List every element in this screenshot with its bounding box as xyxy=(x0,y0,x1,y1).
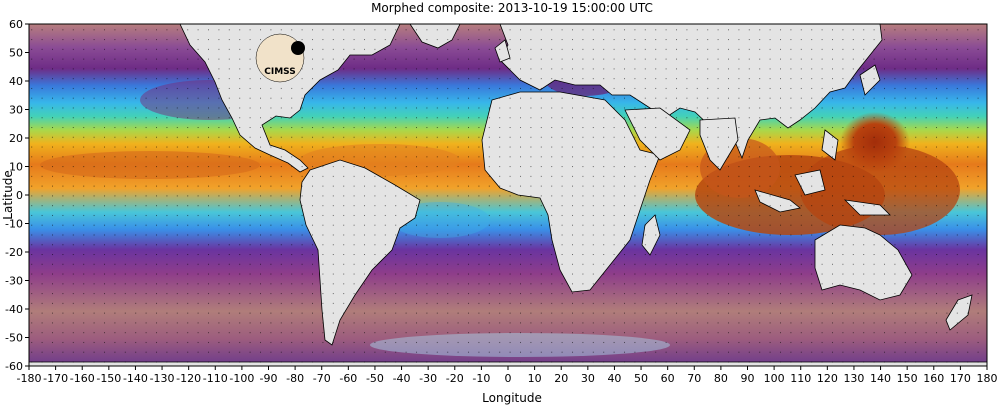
x-tick-label: -70 xyxy=(313,372,331,385)
y-tick-label: 10 xyxy=(9,161,23,174)
x-tick-label: -150 xyxy=(96,372,121,385)
x-tick-label: -30 xyxy=(419,372,437,385)
x-tick-label: -90 xyxy=(260,372,278,385)
x-axis-ticks: -180 -170 -160 -150 -140 -130 -120 -110 -100 -90-… xyxy=(17,366,998,385)
y-tick-label: 0 xyxy=(16,189,23,202)
y-tick-label: -50 xyxy=(5,332,23,345)
y-tick-label: -20 xyxy=(5,246,23,259)
x-tick-label: -50 xyxy=(366,372,384,385)
x-tick-label: 30 xyxy=(581,372,595,385)
chart-title: Morphed composite: 2013-10-19 15:00:00 U… xyxy=(371,1,653,15)
x-tick-label: -20 xyxy=(446,372,464,385)
x-tick-label: 90 xyxy=(741,372,755,385)
x-tick-label: -80 xyxy=(286,372,304,385)
y-tick-label: -60 xyxy=(5,360,23,373)
cimss-logo: CIMSS xyxy=(255,33,305,83)
x-tick-label: -60 xyxy=(339,372,357,385)
x-tick-label: -180 xyxy=(17,372,42,385)
x-tick-label: 0 xyxy=(505,372,512,385)
x-tick-label: -120 xyxy=(176,372,201,385)
x-tick-label: -10 xyxy=(472,372,490,385)
y-tick-label: -10 xyxy=(5,218,23,231)
x-tick-label: 150 xyxy=(897,372,918,385)
y-tick-label: -30 xyxy=(5,275,23,288)
y-axis-label: Latitude xyxy=(1,170,15,219)
y-tick-label: 60 xyxy=(9,18,23,31)
x-tick-label: -130 xyxy=(150,372,175,385)
x-tick-label: 70 xyxy=(687,372,701,385)
x-tick-label: 40 xyxy=(607,372,621,385)
x-tick-label: -100 xyxy=(229,372,254,385)
x-tick-label: 60 xyxy=(661,372,675,385)
x-axis-label: Longitude xyxy=(482,391,542,405)
x-tick-label: -110 xyxy=(203,372,228,385)
x-tick-label: 10 xyxy=(528,372,542,385)
x-tick-label: -140 xyxy=(123,372,148,385)
x-tick-label: 50 xyxy=(634,372,648,385)
y-tick-label: 20 xyxy=(9,132,23,145)
x-tick-label: -40 xyxy=(393,372,411,385)
x-tick-label: 140 xyxy=(870,372,891,385)
y-tick-label: 50 xyxy=(9,47,23,60)
logo-text: CIMSS xyxy=(264,67,295,77)
x-tick-label: 80 xyxy=(714,372,728,385)
x-tick-label: 160 xyxy=(923,372,944,385)
y-tick-label: 40 xyxy=(9,75,23,88)
x-tick-label: 130 xyxy=(843,372,864,385)
graticule xyxy=(29,24,987,366)
x-tick-label: 100 xyxy=(764,372,785,385)
map-plot-area: CIMSS xyxy=(28,23,988,367)
x-tick-label: -160 xyxy=(70,372,95,385)
x-tick-label: 110 xyxy=(790,372,811,385)
x-tick-label: 170 xyxy=(950,372,971,385)
y-axis-ticks: 60 50 40 30 20 10 0 -10 -20 -30 -40 -50 -60 xyxy=(5,18,29,373)
y-tick-label: 30 xyxy=(9,104,23,117)
x-tick-label: -170 xyxy=(43,372,68,385)
y-tick-label: -40 xyxy=(5,303,23,316)
x-tick-label: 180 xyxy=(977,372,998,385)
x-tick-label: 120 xyxy=(817,372,838,385)
x-tick-label: 20 xyxy=(554,372,568,385)
